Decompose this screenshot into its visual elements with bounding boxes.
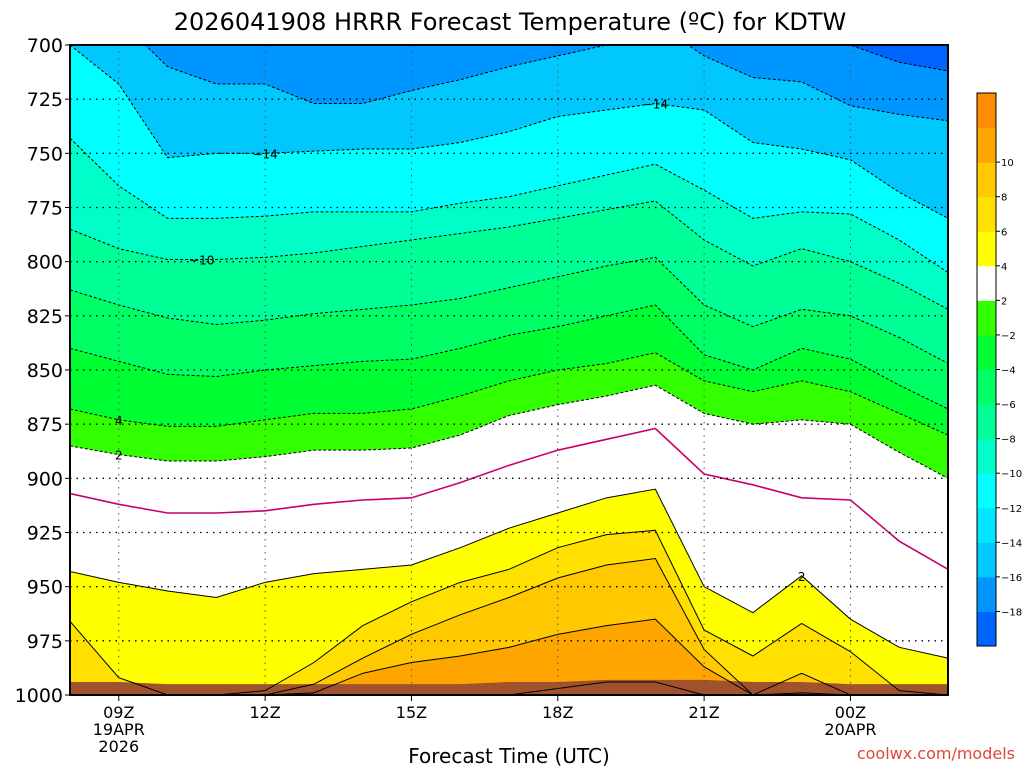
contour-label-1: −14: [252, 147, 277, 161]
colorbar: −18 −16 −14 −12 −10 −8 −6 −4 −2 2 4 6 8 10: [976, 92, 1022, 647]
y-tick-label-750: 750: [27, 143, 63, 165]
colorbar-label: −6: [1001, 400, 1016, 411]
colorbar-label: −14: [1001, 538, 1022, 549]
x-tick-label-24-0: 00Z: [835, 703, 866, 722]
temperature-fill-layers: [70, 45, 948, 695]
colorbar-segment-11: [977, 231, 996, 267]
isotherm-2: [70, 488, 948, 659]
x-tick-label-12-0: 12Z: [249, 703, 280, 722]
y-tick-label-950: 950: [27, 577, 63, 599]
x-tick-label-9-2: 2026: [98, 737, 139, 756]
colorbar-label: 10: [1001, 158, 1014, 169]
colorbar-label: 2: [1001, 296, 1007, 307]
isotherm-minus12: [70, 137, 948, 273]
colorbar-label: −16: [1001, 573, 1022, 584]
isotherm-0: [70, 427, 948, 571]
contour-label-3: 4: [115, 414, 123, 428]
isotherm-4: [70, 529, 948, 695]
contour-label-4: 2: [115, 449, 123, 463]
x-tick-label-9-0: 09Z: [103, 703, 134, 722]
colorbar-label: −18: [1001, 607, 1022, 618]
y-tick-label-975: 975: [27, 631, 63, 653]
contour-label-2: −14: [643, 98, 668, 112]
colorbar-label: −10: [1001, 469, 1022, 480]
colorbar-segment-0: [977, 611, 996, 647]
colorbar-segment-4: [977, 473, 996, 509]
chart-title: 2026041908 HRRR Forecast Temperature (ºC…: [174, 8, 847, 36]
x-axis-label: Forecast Time (UTC): [408, 744, 610, 768]
contour-label-5: 2: [798, 570, 806, 584]
colorbar-label: −8: [1001, 435, 1016, 446]
colorbar-segment-6: [977, 404, 996, 440]
isotherm-minus2: [70, 384, 948, 479]
y-tick-label-850: 850: [27, 360, 63, 382]
colorbar-segment-5: [977, 438, 996, 474]
isotherm-minus14: [70, 45, 948, 219]
y-tick-label-725: 725: [27, 89, 63, 111]
colorbar-segment-14: [977, 127, 996, 163]
colorbar-segment-2: [977, 542, 996, 578]
colorbar-label: 6: [1001, 227, 1007, 238]
colorbar-segment-3: [977, 507, 996, 543]
colorbar-segment-7: [977, 369, 996, 405]
contour-label-0: −10: [189, 254, 214, 268]
ground-layer: [70, 679, 948, 695]
y-tick-label-700: 700: [27, 35, 63, 57]
fill-band-8: [70, 619, 948, 695]
x-tick-label-24-1: 20APR: [824, 720, 876, 739]
y-tick-label-925: 925: [27, 523, 63, 545]
colorbar-segment-13: [977, 162, 996, 198]
colorbar-segment-12: [977, 196, 996, 232]
colorbar-label: 4: [1001, 262, 1007, 273]
grid-lines: [70, 45, 948, 695]
fill-band-6: [70, 558, 948, 695]
colorbar-segment-1: [977, 576, 996, 612]
isotherm-minus4: [70, 352, 948, 436]
x-tick-label-21-0: 21Z: [688, 703, 719, 722]
y-tick-label-900: 900: [27, 468, 63, 490]
isotherm-8: [70, 618, 948, 695]
y-tick-label-825: 825: [27, 306, 63, 328]
y-tick-label-875: 875: [27, 414, 63, 436]
isotherm-minus10: [70, 200, 948, 310]
y-tick-label-800: 800: [27, 252, 63, 274]
isotherm-minus6: [70, 304, 948, 410]
y-tick-label-775: 775: [27, 198, 63, 220]
colorbar-segment-10: [977, 265, 996, 301]
contour-labels: −10 −14 −14 4 2 2: [115, 98, 806, 584]
colorbar-segment-9: [977, 300, 996, 336]
colorbar-segment-8: [977, 334, 996, 370]
x-tick-label-18-0: 18Z: [542, 703, 573, 722]
colorbar-label: −2: [1001, 331, 1016, 342]
colorbar-label: −12: [1001, 504, 1022, 515]
colorbar-segment-15: [977, 93, 996, 129]
x-tick-label-9-1: 19APR: [93, 720, 145, 739]
y-tick-label-1000: 1000: [15, 685, 63, 707]
isotherm-lines: [70, 45, 948, 695]
isotherm-minus8: [70, 256, 948, 364]
credit-text[interactable]: coolwx.com/models: [857, 744, 1015, 763]
colorbar-label: −4: [1001, 366, 1016, 377]
colorbar-label: 8: [1001, 193, 1007, 204]
isotherm-6: [70, 557, 948, 695]
pressure-axis: 700 725 750 775 800 825 850 875 900 925 950 975 1000: [15, 35, 70, 707]
ground-fill: [70, 679, 948, 695]
x-tick-label-15-0: 15Z: [396, 703, 427, 722]
